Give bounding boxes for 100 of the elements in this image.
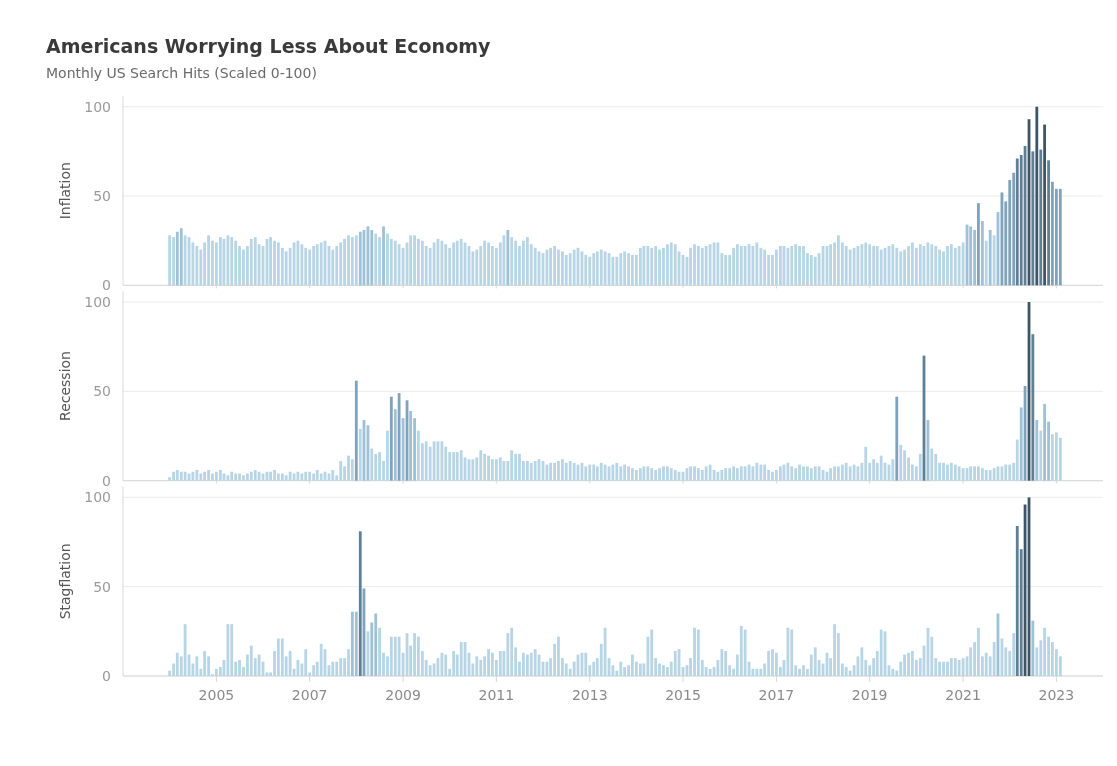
- bar: [836, 235, 840, 286]
- bar: [673, 244, 677, 286]
- bar: [420, 240, 424, 286]
- bar: [775, 469, 778, 481]
- bar: [444, 244, 448, 286]
- bar: [284, 475, 288, 481]
- bar: [557, 249, 560, 286]
- bar: [549, 247, 553, 286]
- bar: [215, 471, 218, 481]
- bar: [304, 247, 308, 286]
- bar: [903, 654, 906, 676]
- bar: [946, 464, 949, 481]
- bar: [195, 469, 199, 481]
- bar: [868, 244, 872, 286]
- bar: [813, 647, 817, 676]
- bar: [475, 249, 479, 286]
- bar: [533, 247, 537, 286]
- bar: [724, 468, 728, 481]
- bar: [339, 461, 343, 481]
- bar: [510, 237, 514, 286]
- bar: [276, 638, 280, 676]
- bar: [984, 469, 988, 481]
- bar: [1035, 419, 1039, 481]
- bar: [172, 471, 175, 481]
- bar: [280, 473, 284, 481]
- bar: [276, 473, 280, 481]
- bar: [253, 469, 257, 481]
- bar: [455, 452, 459, 481]
- bar: [759, 464, 763, 481]
- x-tick-label: 2009: [385, 687, 421, 703]
- bar: [339, 242, 343, 286]
- bar: [230, 471, 234, 481]
- bar: [891, 459, 895, 481]
- bar: [319, 242, 323, 286]
- bar: [347, 649, 350, 676]
- bar: [1008, 464, 1012, 481]
- bar: [1015, 439, 1019, 481]
- bar: [592, 253, 596, 286]
- bar: [479, 450, 483, 481]
- bar: [930, 448, 934, 481]
- bar: [389, 238, 393, 286]
- bar: [211, 473, 214, 481]
- bar: [238, 659, 241, 676]
- bar: [572, 249, 576, 286]
- bar: [763, 249, 767, 286]
- bar: [666, 466, 669, 481]
- bar: [300, 244, 304, 286]
- bar: [879, 629, 883, 676]
- bar: [1012, 633, 1016, 676]
- bar: [502, 235, 506, 286]
- bar: [370, 448, 374, 481]
- bar: [253, 237, 257, 286]
- bar: [389, 636, 393, 676]
- bar: [833, 624, 836, 676]
- bar: [413, 235, 416, 286]
- bar: [234, 473, 238, 481]
- bar: [988, 229, 992, 286]
- bar: [1031, 334, 1035, 481]
- bar: [249, 645, 253, 676]
- bar: [273, 469, 276, 481]
- bar: [627, 466, 630, 481]
- bar: [910, 242, 914, 286]
- bar: [615, 462, 619, 481]
- x-tick-label: 2011: [478, 687, 515, 703]
- bar: [172, 237, 175, 286]
- bar: [700, 469, 704, 481]
- bar: [666, 244, 669, 286]
- bar: [502, 461, 506, 481]
- bar: [335, 246, 339, 286]
- bar: [946, 246, 949, 286]
- bar: [557, 461, 560, 481]
- y-tick-label: 50: [93, 383, 111, 400]
- bar: [312, 665, 316, 676]
- bar: [1004, 464, 1008, 481]
- bar: [288, 650, 292, 676]
- bar: [409, 235, 413, 286]
- bar: [553, 246, 557, 286]
- bar: [230, 624, 234, 676]
- bar: [561, 459, 564, 481]
- bar: [432, 441, 436, 481]
- bar: [207, 235, 211, 286]
- bar: [288, 471, 292, 481]
- bar: [319, 473, 323, 481]
- bar: [1035, 106, 1039, 286]
- bar: [195, 246, 199, 286]
- bar: [269, 237, 272, 286]
- bar: [794, 468, 798, 481]
- bar: [840, 464, 844, 481]
- bar: [619, 466, 623, 481]
- bar: [813, 466, 817, 481]
- bar: [452, 650, 456, 676]
- bar: [308, 249, 312, 286]
- bar: [860, 244, 864, 286]
- bar: [312, 473, 316, 481]
- bar: [215, 668, 218, 676]
- bar: [350, 611, 354, 676]
- bar: [304, 471, 308, 481]
- bar: [833, 466, 836, 481]
- bar: [872, 246, 876, 286]
- bar: [879, 249, 883, 286]
